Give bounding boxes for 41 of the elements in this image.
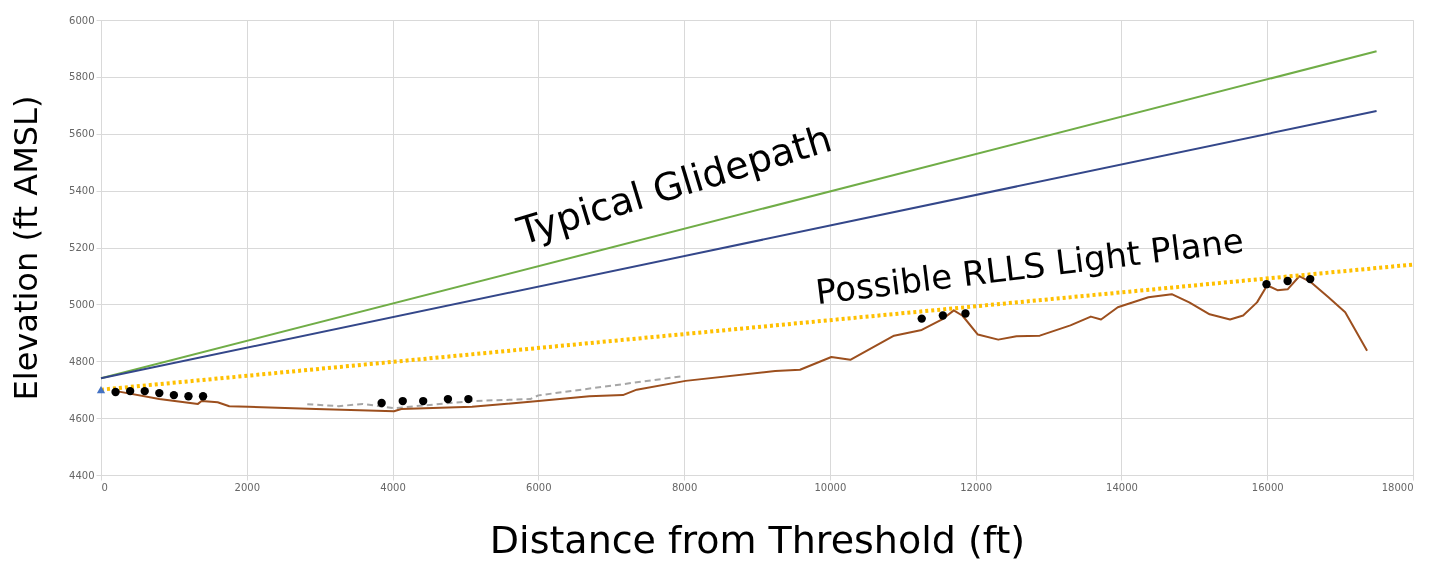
y-tick-label: 4400	[69, 469, 95, 481]
point	[155, 388, 164, 398]
point	[1262, 280, 1271, 289]
x-tick-label: 2000	[234, 481, 260, 493]
point	[198, 392, 208, 401]
point	[125, 386, 135, 396]
y-tick-label: 5200	[69, 242, 95, 253]
point	[1283, 276, 1292, 286]
x-axis-title: Distance from Threshold (ft)	[489, 517, 1026, 562]
y-tick-label: 4600	[69, 412, 95, 424]
y-tick-label: 5000	[69, 298, 95, 310]
point	[140, 386, 149, 396]
y-tick-label: 6000	[69, 14, 95, 26]
x-tick-label: 12000	[960, 481, 993, 493]
x-tick-label: 6000	[526, 481, 552, 493]
x-tick-label: 0	[101, 481, 108, 493]
y-tick-label: 5600	[69, 128, 95, 140]
x-tick-label: 8000	[671, 481, 698, 493]
x-tick-label: 16000	[1251, 481, 1284, 493]
point	[377, 398, 386, 408]
x-tick-label: 4000	[380, 481, 406, 493]
x-tick-label: 10000	[814, 481, 847, 493]
point	[398, 396, 407, 406]
y-tick-label: 5800	[69, 71, 95, 83]
x-tick-label: 14000	[1106, 481, 1138, 493]
point	[464, 394, 473, 404]
point	[961, 309, 970, 318]
y-tick-label: 4800	[69, 355, 95, 367]
point	[418, 396, 428, 406]
point	[96, 386, 106, 394]
annotation: Possible RLLS Light Plane	[813, 219, 1246, 313]
point	[169, 390, 179, 400]
point	[1306, 274, 1315, 284]
point	[938, 311, 948, 320]
point	[443, 394, 453, 404]
point	[111, 387, 120, 397]
y-tick-label: 5400	[69, 185, 95, 197]
point	[917, 314, 926, 323]
x-tick-label: 18000	[1381, 481, 1414, 493]
y-axis-title: Elevation (ft AMSL)	[7, 95, 46, 401]
point	[184, 392, 193, 401]
